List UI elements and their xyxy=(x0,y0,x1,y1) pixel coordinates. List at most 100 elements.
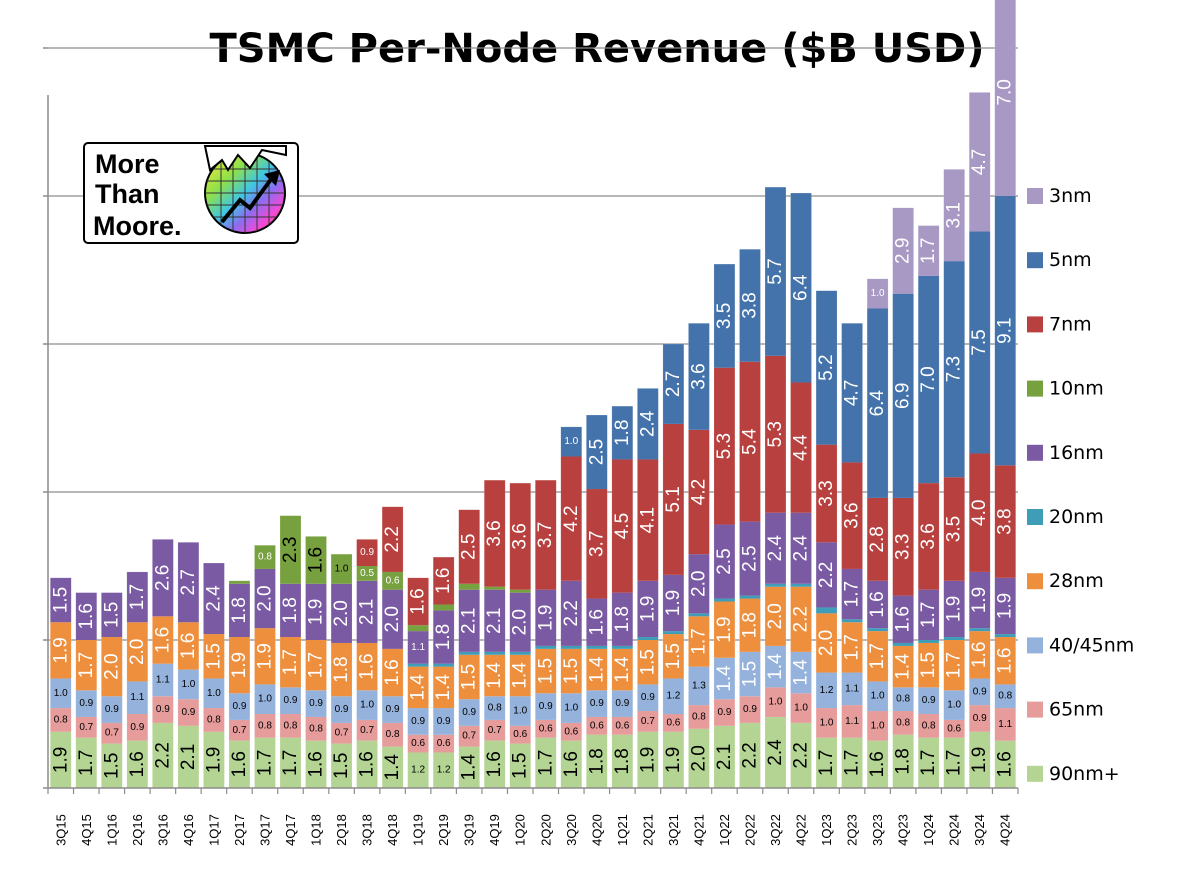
bar-segment xyxy=(586,716,608,735)
data-label: 0.9 xyxy=(973,686,987,697)
data-label: 5.3 xyxy=(714,433,735,459)
data-label: 0.9 xyxy=(462,707,476,718)
data-label: 1.5 xyxy=(510,753,531,779)
data-label: 1.6 xyxy=(995,648,1016,674)
bar-segment xyxy=(50,678,72,709)
legend-swatch xyxy=(1027,188,1043,204)
data-label: 1.5 xyxy=(459,664,480,690)
legend-label: 3nm xyxy=(1049,185,1092,207)
x-tick-label: 4Q19 xyxy=(487,814,502,846)
data-label: 1.0 xyxy=(947,700,961,711)
data-label: 0.6 xyxy=(386,575,400,586)
bar-segment xyxy=(918,640,940,643)
bar-segment xyxy=(662,423,684,575)
data-label: 0.8 xyxy=(896,694,910,705)
bar-segment xyxy=(918,642,940,688)
bar-segment xyxy=(126,740,148,788)
x-tick-label: 1Q24 xyxy=(921,814,936,846)
bar-segment xyxy=(713,264,735,368)
bar-segment xyxy=(892,711,914,735)
data-label: 0.8 xyxy=(488,703,502,714)
x-tick-label: 3Q16 xyxy=(155,814,170,846)
data-label: 0.9 xyxy=(156,704,170,715)
bar-segment xyxy=(254,628,276,685)
bar-segment xyxy=(994,708,1016,741)
bar-segment xyxy=(841,737,863,788)
bar-segment xyxy=(177,669,199,700)
data-label: 1.9 xyxy=(637,747,658,773)
data-label: 1.8 xyxy=(893,748,914,774)
bar-segment xyxy=(739,361,761,522)
data-label: 1.8 xyxy=(229,597,250,623)
data-label: 1.4 xyxy=(612,656,633,683)
data-label: 1.4 xyxy=(408,674,429,701)
bar-segment xyxy=(943,737,965,788)
bar-segment xyxy=(713,657,735,700)
x-tick-label: 2Q24 xyxy=(947,814,962,846)
data-label: 5.7 xyxy=(765,258,786,284)
bar-segment xyxy=(662,631,684,635)
bar-segment xyxy=(943,637,965,640)
data-label: 0.7 xyxy=(641,716,655,727)
data-label: 1.7 xyxy=(918,238,939,264)
data-label: 2.1 xyxy=(357,599,378,625)
x-tick-label: 1Q17 xyxy=(206,814,221,846)
legend-label: 28nm xyxy=(1049,570,1104,592)
data-label: 2.0 xyxy=(127,639,148,665)
data-label: 1.5 xyxy=(331,753,352,779)
bar-segment xyxy=(509,696,531,726)
bar-segment xyxy=(331,642,353,697)
data-label: 1.9 xyxy=(637,596,658,622)
x-tick-label: 2Q21 xyxy=(640,814,655,846)
data-label: 1.9 xyxy=(229,652,250,678)
bar-segment xyxy=(994,196,1016,466)
bar-segment xyxy=(280,737,301,788)
data-label: 1.0 xyxy=(794,703,808,714)
bar-segment xyxy=(152,722,174,788)
data-label: 0.9 xyxy=(232,701,246,712)
data-label: 2.2 xyxy=(791,606,812,632)
data-label: 7.0 xyxy=(995,79,1016,105)
bar-segment xyxy=(228,583,250,638)
bar-segment xyxy=(356,566,378,581)
bar-segment xyxy=(637,388,659,460)
data-label: 1.6 xyxy=(561,751,582,777)
data-label: 1.1 xyxy=(130,692,144,703)
bar-segment xyxy=(892,687,914,712)
data-label: 0.8 xyxy=(692,711,706,722)
data-label: 1.5 xyxy=(50,587,71,613)
data-label: 1.4 xyxy=(433,674,454,701)
legend-swatch xyxy=(1027,701,1043,718)
x-tick-label: 4Q23 xyxy=(896,814,911,846)
bar-segment xyxy=(254,714,276,738)
bar-segment xyxy=(918,225,940,276)
x-tick-label: 4Q21 xyxy=(691,814,706,846)
x-tick-label: 1Q22 xyxy=(717,814,732,846)
data-label: 0.7 xyxy=(105,728,119,739)
data-label: 2.5 xyxy=(586,439,607,465)
bar-segment xyxy=(382,722,404,747)
data-label: 1.0 xyxy=(258,694,272,705)
bar-segment xyxy=(484,719,506,741)
bar-segment xyxy=(739,722,761,788)
bar-segment xyxy=(75,690,97,717)
data-label: 0.8 xyxy=(284,720,298,731)
data-label: 0.8 xyxy=(258,720,272,731)
data-label: 0.9 xyxy=(181,707,195,718)
data-label: 2.0 xyxy=(688,571,709,597)
bar-segment xyxy=(382,589,404,649)
bar-segment xyxy=(688,554,710,614)
data-label: 1.0 xyxy=(54,688,68,699)
x-tick-label: 2Q18 xyxy=(334,814,349,846)
data-label: 0.7 xyxy=(335,728,349,739)
data-label: 3.6 xyxy=(688,363,709,389)
data-label: 3.8 xyxy=(995,508,1016,534)
data-label: 0.8 xyxy=(896,717,910,728)
chart-title: TSMC Per-Node Revenue ($B USD) xyxy=(209,26,984,72)
data-label: 3.1 xyxy=(944,202,965,228)
x-tick-label: 1Q19 xyxy=(411,814,426,846)
data-label: 1.7 xyxy=(688,628,709,654)
bar-segment xyxy=(765,645,786,688)
bar-segment xyxy=(560,693,582,723)
x-tick-labels: 3Q15 4Q15 1Q16 2Q16 3Q16 4Q16 1Q17 2Q17 3Q17 4Q17… xyxy=(53,814,1012,846)
